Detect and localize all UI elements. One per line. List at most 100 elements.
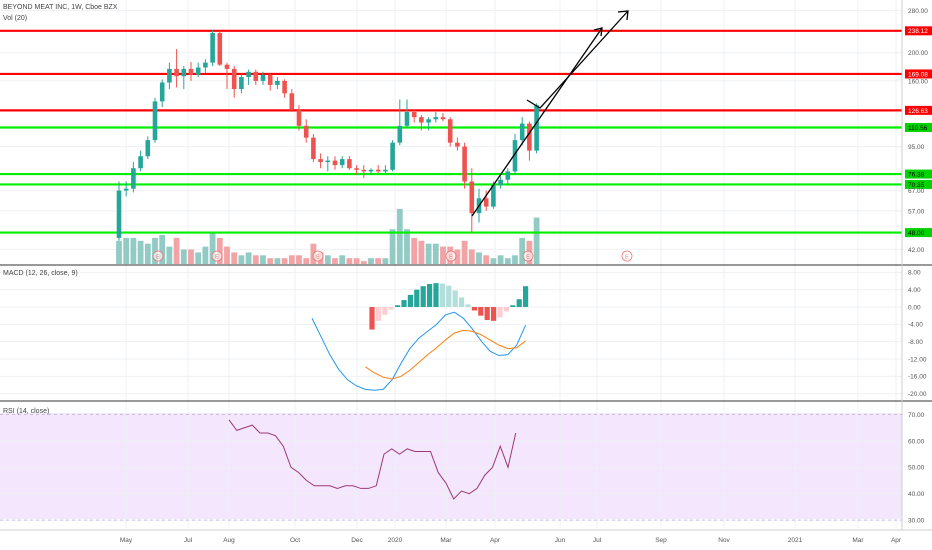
rsi-legend: RSI (14, close) [3, 408, 50, 415]
macd-pane [311, 283, 529, 391]
price-level-label-bg [905, 228, 932, 238]
candle-body [361, 169, 367, 172]
macd-histogram-bar [388, 307, 394, 310]
macd-histogram-bar [414, 289, 420, 307]
volume-bar [123, 237, 130, 264]
candle-body [224, 64, 230, 69]
time-tick-label: Jul [593, 537, 602, 544]
macd-histogram-bar [465, 304, 471, 307]
candle-body [469, 181, 475, 214]
earnings-label: E [316, 254, 320, 260]
macd-histogram-bar [369, 307, 375, 330]
macd-histogram-bar [382, 307, 388, 315]
volume-bar [346, 258, 353, 264]
candle-body [419, 117, 424, 123]
earnings-marker [312, 250, 324, 262]
volume-bar [368, 258, 374, 264]
macd-histogram-bar [427, 284, 433, 307]
macd-histogram-bar [395, 305, 401, 307]
volume-bar [137, 240, 144, 264]
macd-histogram-bar [375, 307, 381, 321]
volume-bar [288, 255, 295, 264]
price-tick-label: 160.00 [908, 78, 928, 85]
candle-body [303, 125, 309, 138]
candle-body [174, 68, 179, 77]
macd-histogram-bar [516, 299, 522, 307]
price-level-label-bg [905, 26, 932, 36]
price-tick-label: 280.00 [908, 8, 928, 15]
time-tick-label: Jul [184, 537, 193, 544]
candle-body [253, 71, 259, 81]
candle-body [527, 123, 532, 151]
time-tick-label: Jun [555, 537, 566, 544]
volume-bar [411, 237, 418, 264]
time-tick-label: Apr [891, 537, 902, 544]
volume-bar [504, 258, 511, 264]
volume-bar [512, 255, 518, 264]
candle-body [210, 33, 215, 63]
volume-bar [188, 249, 194, 264]
volume-bar [173, 237, 180, 264]
macd-tick-label: 0.00 [908, 304, 921, 311]
volume-bar [144, 243, 151, 264]
volume-bar [519, 237, 526, 264]
candle-body [296, 109, 302, 126]
earnings-label: E [449, 254, 453, 260]
macd-histogram-bar [420, 286, 426, 307]
volume-bar [440, 246, 446, 264]
volume-bar [353, 258, 360, 264]
volume-bar [209, 232, 216, 264]
projection-line [471, 27, 603, 217]
candle-body [368, 169, 374, 172]
volume-bar [360, 261, 367, 264]
earnings-marker [445, 250, 457, 262]
candle-body [181, 68, 187, 77]
volume-bar [382, 258, 389, 264]
price-level-label-bg [905, 105, 932, 115]
volume-bar [389, 229, 396, 264]
price-level-label: 76.38 [908, 171, 925, 178]
candle-body [339, 159, 345, 166]
time-tick-label: Oct [290, 537, 300, 544]
price-tick-label: 95.00 [908, 144, 925, 151]
volume-bar [224, 246, 230, 264]
projection-arrowhead [617, 10, 629, 21]
projection-line [526, 10, 629, 109]
price-level-label-bg [905, 179, 932, 189]
candle-body [498, 179, 503, 186]
candle-body [282, 80, 287, 94]
volume-bar [116, 240, 122, 264]
macd-legend: MACD (12, 26, close, 9) [3, 270, 78, 277]
projection-arrowhead [593, 27, 603, 37]
candle-body [195, 67, 201, 75]
price-level-label: 48.00 [908, 230, 925, 237]
macd-histogram-bar [471, 307, 477, 311]
time-tick-label: Apr [490, 537, 501, 544]
price-level-label: 110.56 [908, 125, 928, 132]
candle-body [462, 146, 467, 182]
volume-bar [497, 255, 504, 264]
volume-bar [260, 255, 266, 264]
earnings-marker [522, 250, 534, 262]
macd-tick-label: -16.00 [908, 374, 927, 381]
volume-bar [468, 249, 475, 264]
earnings-label: E [215, 254, 219, 260]
macd-histogram-bar [446, 285, 452, 307]
rsi-pane [0, 414, 902, 521]
candle-body [455, 142, 460, 147]
price-level-label-bg [905, 122, 932, 132]
macd-histogram-bar [484, 307, 490, 320]
candle-body [152, 101, 158, 141]
projection-arrows [471, 10, 629, 217]
candle-body [426, 119, 431, 123]
volume-bar [152, 237, 158, 264]
volume-bar [159, 235, 166, 264]
macd-tick-label: -4.00 [908, 322, 923, 329]
candle-body [491, 185, 496, 207]
price-tick-label: 67.00 [908, 188, 925, 195]
candle-body [519, 123, 525, 141]
candle-body [354, 168, 359, 170]
